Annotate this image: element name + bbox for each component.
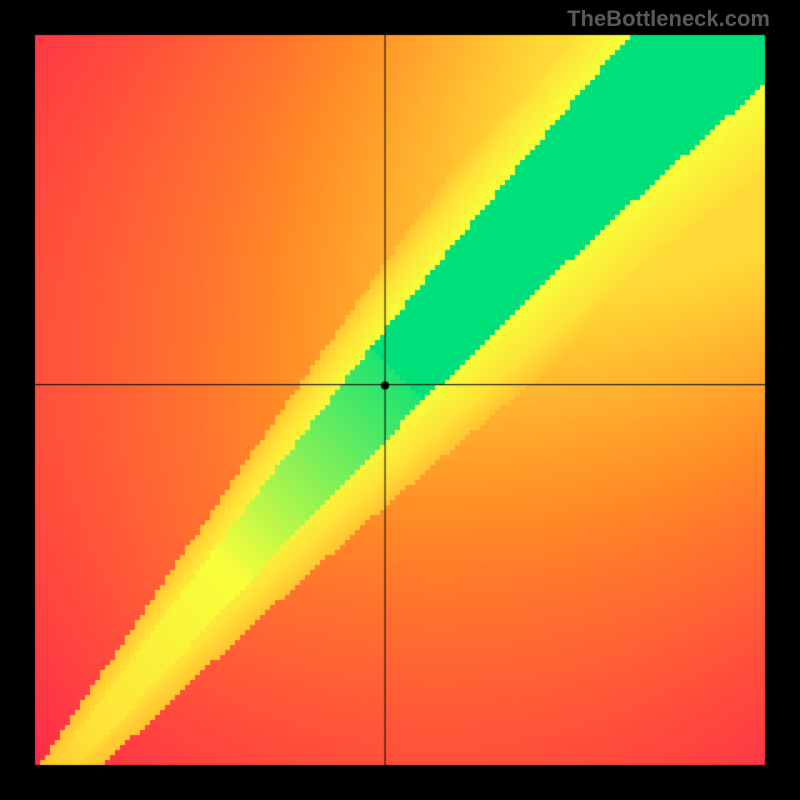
bottleneck-heatmap (0, 0, 800, 800)
chart-container: { "watermark": { "text": "TheBottleneck.… (0, 0, 800, 800)
